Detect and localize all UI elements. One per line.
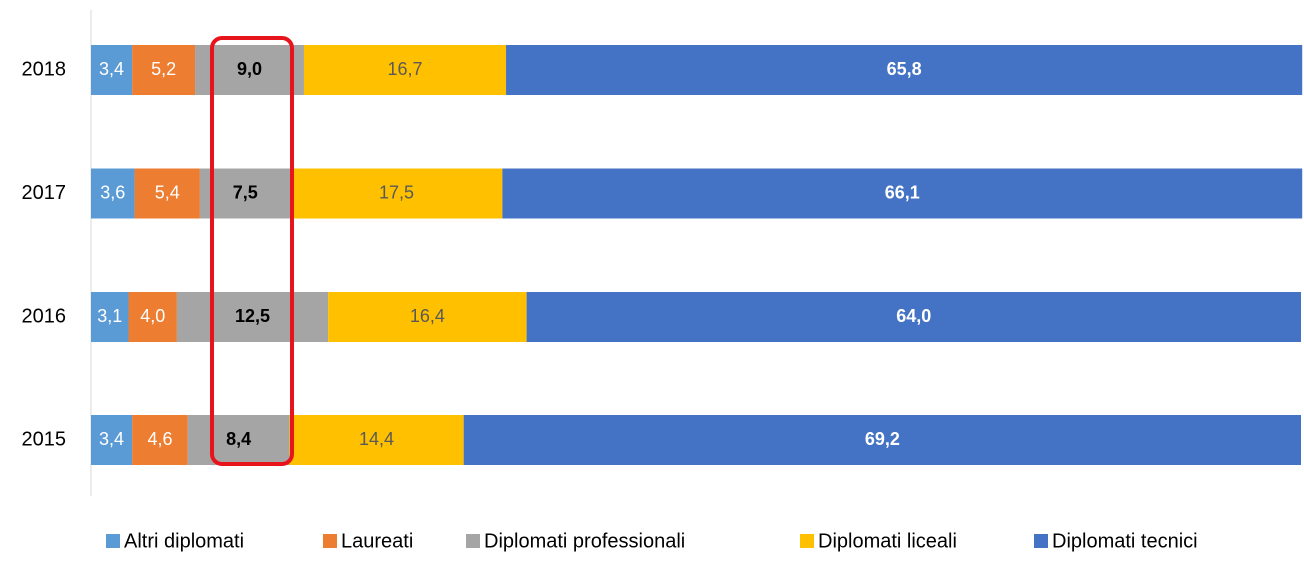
bar-segment bbox=[128, 292, 177, 342]
y-tick-label: 2016 bbox=[22, 305, 67, 327]
data-label: 3,6 bbox=[100, 182, 125, 202]
bar-segment bbox=[463, 415, 1301, 465]
data-label: 64,0 bbox=[896, 306, 931, 326]
bar-segment bbox=[132, 45, 196, 95]
bar-segment bbox=[91, 292, 129, 342]
y-tick-label: 2017 bbox=[22, 182, 67, 204]
bar-segment bbox=[506, 45, 1303, 95]
bar-segment bbox=[134, 168, 200, 219]
plot bbox=[91, 45, 1303, 465]
bar-segment bbox=[91, 415, 133, 465]
data-label: 5,2 bbox=[151, 59, 176, 79]
bar-segment bbox=[132, 415, 188, 465]
legend-label: Altri diplomati bbox=[124, 530, 244, 552]
bar-segment bbox=[289, 415, 464, 465]
data-label: 14,4 bbox=[359, 429, 394, 449]
data-label: 3,1 bbox=[97, 306, 122, 326]
legend-swatch bbox=[106, 534, 120, 548]
data-label: 4,0 bbox=[140, 306, 165, 326]
data-label: 3,4 bbox=[99, 429, 124, 449]
bar-segment bbox=[290, 168, 503, 219]
bar-segment bbox=[199, 168, 291, 219]
data-label: 4,6 bbox=[147, 429, 172, 449]
legend-label: Diplomati professionali bbox=[484, 530, 685, 552]
bar-segment bbox=[187, 415, 290, 465]
data-label: 17,5 bbox=[379, 182, 414, 202]
bar-segment bbox=[176, 292, 329, 342]
data-label: 65,8 bbox=[887, 59, 922, 79]
data-label: 8,4 bbox=[226, 429, 251, 449]
bar-segment bbox=[91, 45, 133, 95]
legend-label: Diplomati liceali bbox=[818, 530, 957, 552]
data-label: 3,4 bbox=[99, 59, 124, 79]
data-label: 12,5 bbox=[235, 306, 270, 326]
bar-segment bbox=[502, 168, 1303, 219]
legend-swatch bbox=[466, 534, 480, 548]
bar-segment bbox=[526, 292, 1301, 342]
bar-segment bbox=[91, 168, 135, 219]
data-label: 9,0 bbox=[237, 59, 262, 79]
data-label: 7,5 bbox=[233, 182, 258, 202]
highlight-box bbox=[210, 36, 294, 466]
bar-segment bbox=[303, 45, 507, 95]
legend-swatch bbox=[323, 534, 337, 548]
data-label: 16,4 bbox=[410, 306, 445, 326]
data-label: 66,1 bbox=[885, 182, 920, 202]
legend-swatch bbox=[800, 534, 814, 548]
y-tick-label: 2015 bbox=[22, 428, 67, 450]
y-tick-label: 2018 bbox=[22, 58, 67, 80]
legend-label: Diplomati tecnici bbox=[1052, 530, 1198, 552]
bar-segment bbox=[328, 292, 527, 342]
legend-label: Laureati bbox=[341, 530, 413, 552]
data-label: 16,7 bbox=[387, 59, 422, 79]
legend-swatch bbox=[1034, 534, 1048, 548]
data-label: 5,4 bbox=[155, 182, 180, 202]
data-label: 69,2 bbox=[865, 429, 900, 449]
